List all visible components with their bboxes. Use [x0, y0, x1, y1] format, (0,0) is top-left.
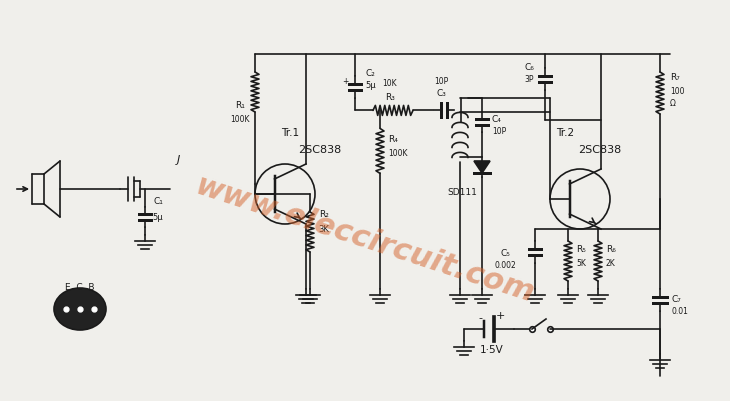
Text: C₅: C₅: [500, 249, 510, 258]
Text: 100K: 100K: [230, 115, 250, 124]
Text: R₅: R₅: [576, 245, 586, 254]
Text: C₁: C₁: [153, 197, 163, 206]
Text: www.eleccircuit.com: www.eleccircuit.com: [192, 171, 538, 308]
Text: 1·5V: 1·5V: [480, 344, 504, 354]
Text: C₃: C₃: [436, 89, 446, 98]
Text: 10P: 10P: [434, 77, 448, 86]
Text: 5μ: 5μ: [153, 213, 164, 222]
Text: Ω: Ω: [670, 98, 676, 107]
Text: 5μ: 5μ: [365, 80, 376, 89]
Text: C₄: C₄: [492, 115, 502, 124]
Text: 2K: 2K: [606, 259, 615, 268]
Text: 10P: 10P: [492, 127, 506, 136]
Text: Tr.1: Tr.1: [281, 128, 299, 138]
Text: +: +: [496, 310, 504, 320]
Text: 0.01: 0.01: [672, 307, 689, 316]
Text: +: +: [342, 76, 348, 85]
Text: C₇: C₇: [672, 295, 682, 304]
Text: -: -: [478, 312, 482, 322]
Text: 5K: 5K: [576, 259, 586, 268]
Text: 2SC838: 2SC838: [578, 145, 622, 155]
Text: 100: 100: [670, 86, 685, 95]
Ellipse shape: [54, 288, 106, 330]
Text: R₆: R₆: [606, 245, 616, 254]
Text: 3K: 3K: [318, 225, 329, 234]
Text: 0.002: 0.002: [494, 261, 516, 270]
Text: 100K: 100K: [388, 148, 407, 158]
Text: R₂: R₂: [319, 210, 329, 219]
Text: R₇: R₇: [670, 72, 680, 81]
Text: R₄: R₄: [388, 135, 398, 144]
Text: C₆: C₆: [524, 62, 534, 71]
Polygon shape: [474, 162, 490, 174]
Text: J: J: [177, 155, 180, 164]
Text: E  C  B: E C B: [65, 283, 95, 292]
Text: 3P: 3P: [524, 74, 534, 83]
Text: 10K: 10K: [383, 79, 397, 88]
Text: R₁: R₁: [235, 100, 245, 109]
Text: R₃: R₃: [385, 93, 395, 101]
Text: SD111: SD111: [447, 188, 477, 197]
Text: Tr.2: Tr.2: [556, 128, 574, 138]
Text: C₂: C₂: [365, 68, 375, 77]
Text: 2SC838: 2SC838: [299, 145, 342, 155]
